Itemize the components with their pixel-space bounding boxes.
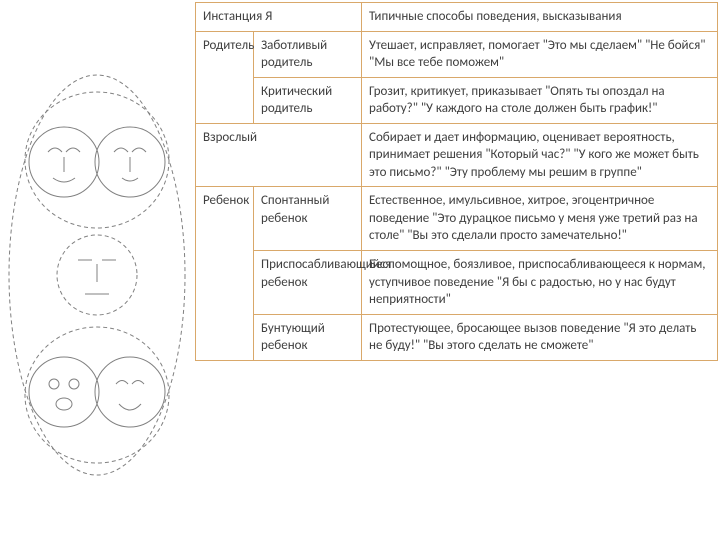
child-right-face bbox=[95, 357, 165, 427]
header-row: Инстанция Я Типичные способы поведения, … bbox=[196, 3, 718, 32]
critical-parent-desc: Грозит, критикует, приказывает "Опять ты… bbox=[362, 77, 718, 123]
adapting-child-label: Приспосабливающийся ребенок bbox=[254, 251, 362, 315]
parent-critical-row: Критический родитель Грозит, критикует, … bbox=[196, 77, 718, 123]
adult-row: Взрослый Собирает и дает информацию, оце… bbox=[196, 123, 718, 187]
header-instance: Инстанция Я bbox=[196, 3, 362, 32]
child-adapting-row: Приспосабливающийся ребенок Беспомощное,… bbox=[196, 251, 718, 315]
parent-left-face bbox=[29, 127, 99, 197]
parent-label: Родитель bbox=[196, 31, 254, 123]
rebellious-child-label: Бунтующий ребенок bbox=[254, 314, 362, 360]
table-wrap: Инстанция Я Типичные способы поведения, … bbox=[195, 0, 720, 540]
child-rebellious-row: Бунтующий ребенок Протестующее, бросающе… bbox=[196, 314, 718, 360]
ego-states-table: Инстанция Я Типичные способы поведения, … bbox=[195, 2, 718, 361]
ego-states-diagram bbox=[0, 0, 195, 540]
child-left-face bbox=[29, 357, 99, 427]
parent-right-face bbox=[95, 127, 165, 197]
parent-group-ellipse bbox=[25, 92, 169, 228]
adult-desc: Собирает и дает информацию, оценивает ве… bbox=[362, 123, 718, 187]
child-label: Ребенок bbox=[196, 187, 254, 360]
rebellious-child-desc: Протестующее, бросающее вызов поведение … bbox=[362, 314, 718, 360]
adapting-child-desc: Беспомощное, боязливое, приспосабливающе… bbox=[362, 251, 718, 315]
parent-caring-row: Родитель Заботливый родитель Утешает, ис… bbox=[196, 31, 718, 77]
adult-label: Взрослый bbox=[196, 123, 362, 187]
header-behaviors: Типичные способы поведения, высказывания bbox=[362, 3, 718, 32]
child-group-ellipse bbox=[25, 327, 169, 463]
spontaneous-child-desc: Естественное, имульсивное, хитрое, эгоце… bbox=[362, 187, 718, 251]
child-spontaneous-row: Ребенок Спонтанный ребенок Естественное,… bbox=[196, 187, 718, 251]
caring-parent-label: Заботливый родитель bbox=[254, 31, 362, 77]
caring-parent-desc: Утешает, исправляет, помогает "Это мы сд… bbox=[362, 31, 718, 77]
page: Инстанция Я Типичные способы поведения, … bbox=[0, 0, 720, 540]
spontaneous-child-label: Спонтанный ребенок bbox=[254, 187, 362, 251]
adult-face bbox=[57, 235, 137, 315]
critical-parent-label: Критический родитель bbox=[254, 77, 362, 123]
diagram-svg bbox=[0, 60, 195, 500]
